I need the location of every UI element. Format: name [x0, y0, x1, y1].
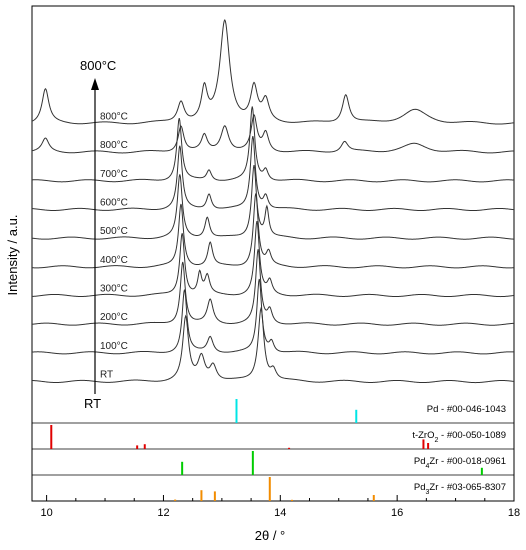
- arrow-bottom-label: RT: [84, 396, 101, 411]
- curve-1: [31, 113, 515, 154]
- x-axis: 10 12 14 16 18: [40, 495, 520, 519]
- ref-label-2: Pd4Zr - #00-018-0961: [414, 456, 506, 470]
- x-tick-label: 10: [40, 507, 52, 519]
- ref-label-1: t-ZrO2 - #00-050-1089: [412, 430, 506, 444]
- temperature-labels: 800°C 800°C 700°C 600°C 500°C 400°C 300°C 200°C…: [100, 111, 128, 380]
- arrow-top-label: 800°C: [80, 58, 116, 73]
- temp-label-1: 800°C: [100, 140, 128, 151]
- curve-4: [31, 165, 515, 240]
- temperature-arrow: [91, 78, 99, 394]
- curve-2: [31, 106, 515, 183]
- temp-label-5: 400°C: [100, 255, 128, 266]
- diffraction-curves: [31, 19, 515, 384]
- curve-8: [31, 278, 515, 355]
- curve-0: [31, 19, 515, 125]
- temp-label-0: 800°C: [100, 111, 128, 122]
- x-tick-label: 14: [274, 507, 286, 519]
- temp-label-9: RT: [100, 370, 113, 381]
- temp-label-3: 600°C: [100, 198, 128, 209]
- y-axis-title: Intensity / a.u.: [5, 215, 20, 296]
- x-tick-label: 18: [508, 507, 520, 519]
- x-tick-label: 12: [157, 507, 169, 519]
- reference-panels: Pd - #00-046-1043 t-ZrO2 - #00-050-1089 Pd…: [32, 399, 514, 502]
- ref-label-0: Pd - #00-046-1043: [427, 404, 506, 415]
- temp-label-2: 700°C: [100, 169, 128, 180]
- temp-label-6: 300°C: [100, 284, 128, 295]
- temp-label-7: 200°C: [100, 312, 128, 323]
- x-tick-label: 16: [391, 507, 403, 519]
- curve-6: [31, 220, 515, 298]
- curve-3: [31, 135, 515, 212]
- temp-label-8: 100°C: [100, 341, 128, 352]
- x-axis-title: 2θ / °: [255, 528, 286, 543]
- curve-9: [31, 306, 515, 384]
- curve-5: [31, 193, 515, 269]
- ref-label-3: Pd3Zr - #03-065-8307: [414, 482, 506, 496]
- plot-frame: [31, 5, 515, 502]
- temp-label-4: 500°C: [100, 226, 128, 237]
- curve-7: [31, 249, 515, 326]
